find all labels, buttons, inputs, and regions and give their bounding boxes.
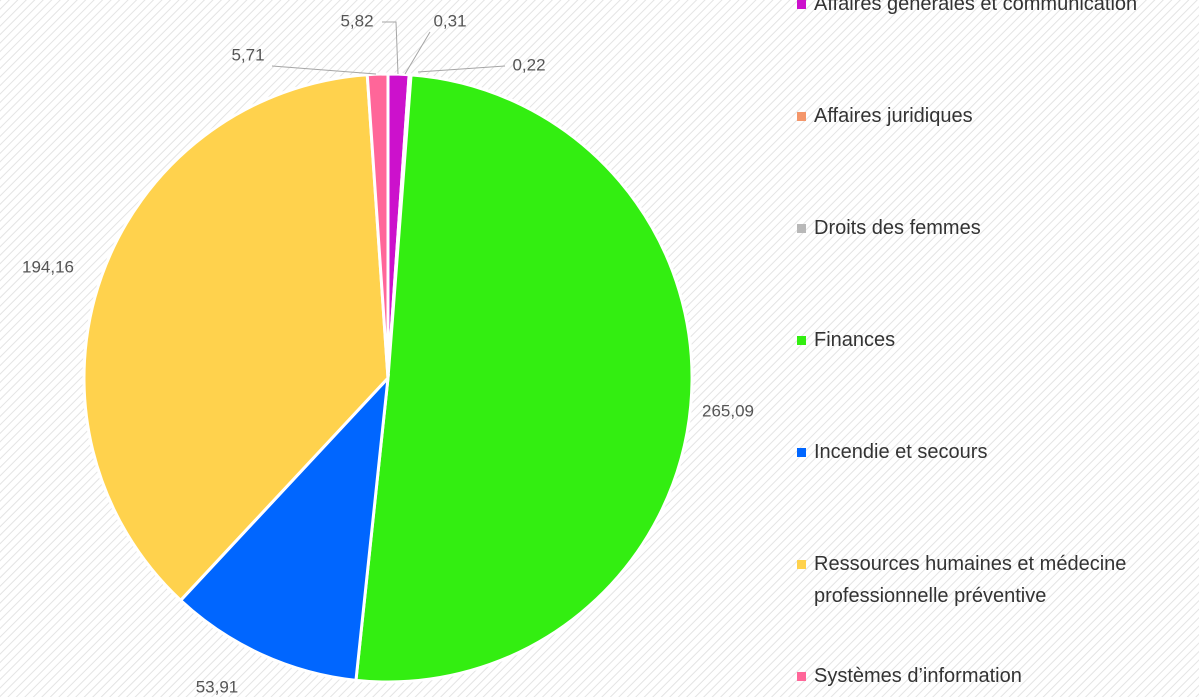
legend-swatch <box>797 336 806 345</box>
data-label: 265,09 <box>702 401 754 420</box>
legend-swatch <box>797 672 806 681</box>
leader-line <box>382 21 399 75</box>
legend-label: Finances <box>814 329 896 351</box>
legend-label: Droits des femmes <box>814 217 981 239</box>
legend-label: Affaires générales et communication <box>814 0 1138 15</box>
pie-slice <box>82 73 390 603</box>
data-label: 0,31 <box>433 11 466 30</box>
legend-item: Systèmes d’information <box>797 660 1197 692</box>
legend-item: Ressources humaines et médecine professi… <box>797 548 1197 612</box>
legend-label: Systèmes d’information <box>814 665 1022 687</box>
data-label: 0,22 <box>512 55 545 74</box>
leader-line <box>271 65 377 75</box>
legend-label: Incendie et secours <box>814 441 988 463</box>
legend-label: Affaires juridiques <box>814 105 973 127</box>
legend-swatch <box>797 448 806 457</box>
data-label: 194,16 <box>22 257 74 276</box>
legend-label: Ressources humaines et médecine professi… <box>814 553 1127 607</box>
legend-item: Incendie et secours <box>797 436 1197 468</box>
leader-line <box>404 31 431 75</box>
data-label: 53,91 <box>196 677 239 696</box>
leader-line <box>417 65 506 73</box>
legend-item: Finances <box>797 324 1197 356</box>
legend-item: Affaires générales et communication <box>797 0 1197 20</box>
pie-slice <box>354 73 694 684</box>
legend-swatch <box>797 560 806 569</box>
pie-slice <box>365 72 390 379</box>
legend-swatch <box>797 224 806 233</box>
legend-swatch <box>797 0 806 9</box>
pie-slice <box>178 373 390 682</box>
data-label: 5,82 <box>340 11 373 30</box>
data-label: 5,71 <box>231 45 264 64</box>
legend-swatch <box>797 112 806 121</box>
legend-item: Affaires juridiques <box>797 100 1197 132</box>
legend-item: Droits des femmes <box>797 212 1197 244</box>
